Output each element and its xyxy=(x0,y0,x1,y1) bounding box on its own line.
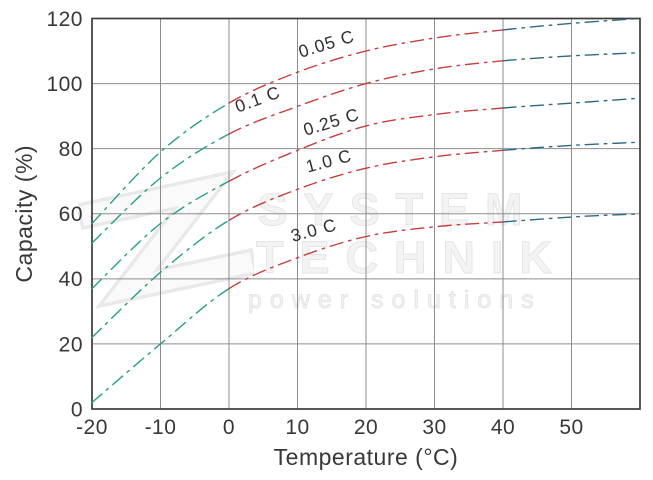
curve-1-0-c-mid xyxy=(228,149,504,221)
y-tick-label-0: 0 xyxy=(71,398,83,421)
curve-label-0-1-c: 0.1 C xyxy=(232,82,283,117)
x-tick-label-20: 20 xyxy=(354,416,378,439)
curve-0-1-c-mid xyxy=(228,60,504,135)
x-tick-label-0: 0 xyxy=(223,416,235,439)
curve-1-0-c-cold xyxy=(91,219,230,339)
curve-label-1-0-c: 1.0 C xyxy=(304,145,354,176)
curve-0-1-c-hot xyxy=(502,52,641,62)
curve-0-05-c-mid xyxy=(228,29,504,104)
x-tick-label-40: 40 xyxy=(491,416,515,439)
curve-0-05-c-cold xyxy=(91,102,230,225)
y-tick-label-20: 20 xyxy=(59,333,83,356)
plot-frame xyxy=(91,17,641,410)
curve-label-3-0-c: 3.0 C xyxy=(289,214,339,245)
y-tick-label-80: 80 xyxy=(59,138,83,161)
x-tick-label-30: 30 xyxy=(422,416,446,439)
y-tick-label-100: 100 xyxy=(46,73,83,96)
curve-label-0-25-c: 0.25 C xyxy=(301,104,362,140)
curve-1-0-c-hot xyxy=(502,141,641,151)
curve-0-25-c-cold xyxy=(91,180,230,290)
curve-3-0-c-hot xyxy=(502,213,641,223)
watermark-brand-line1: SYSTEM xyxy=(257,184,539,235)
watermark-tagline: power solutions xyxy=(248,286,542,315)
x-tick-label--20: -20 xyxy=(76,416,108,439)
curve-label-0-05-c: 0.05 C xyxy=(296,26,357,62)
y-tick-label-40: 40 xyxy=(59,268,83,291)
curve-3-0-c-mid xyxy=(228,221,504,290)
x-tick-label-50: 50 xyxy=(559,416,583,439)
x-tick-label-10: 10 xyxy=(285,416,309,439)
x-tick-label--10: -10 xyxy=(145,416,177,439)
x-axis-title: Temperature (°C) xyxy=(274,444,459,470)
curve-3-0-c-cold xyxy=(91,287,230,404)
curve-0-25-c-mid xyxy=(228,107,504,182)
watermark-logo-swoosh-icon xyxy=(78,169,254,309)
watermark-text-block: SYSTEM TECHNIK power solutions xyxy=(240,184,553,315)
curve-0-1-c-cold xyxy=(91,133,230,244)
y-tick-label-60: 60 xyxy=(59,203,83,226)
curve-0-05-c-hot xyxy=(502,17,641,31)
y-tick-label-120: 120 xyxy=(46,8,83,31)
curve-0-25-c-hot xyxy=(502,97,641,109)
y-axis-title: Capacity (%) xyxy=(11,145,37,283)
